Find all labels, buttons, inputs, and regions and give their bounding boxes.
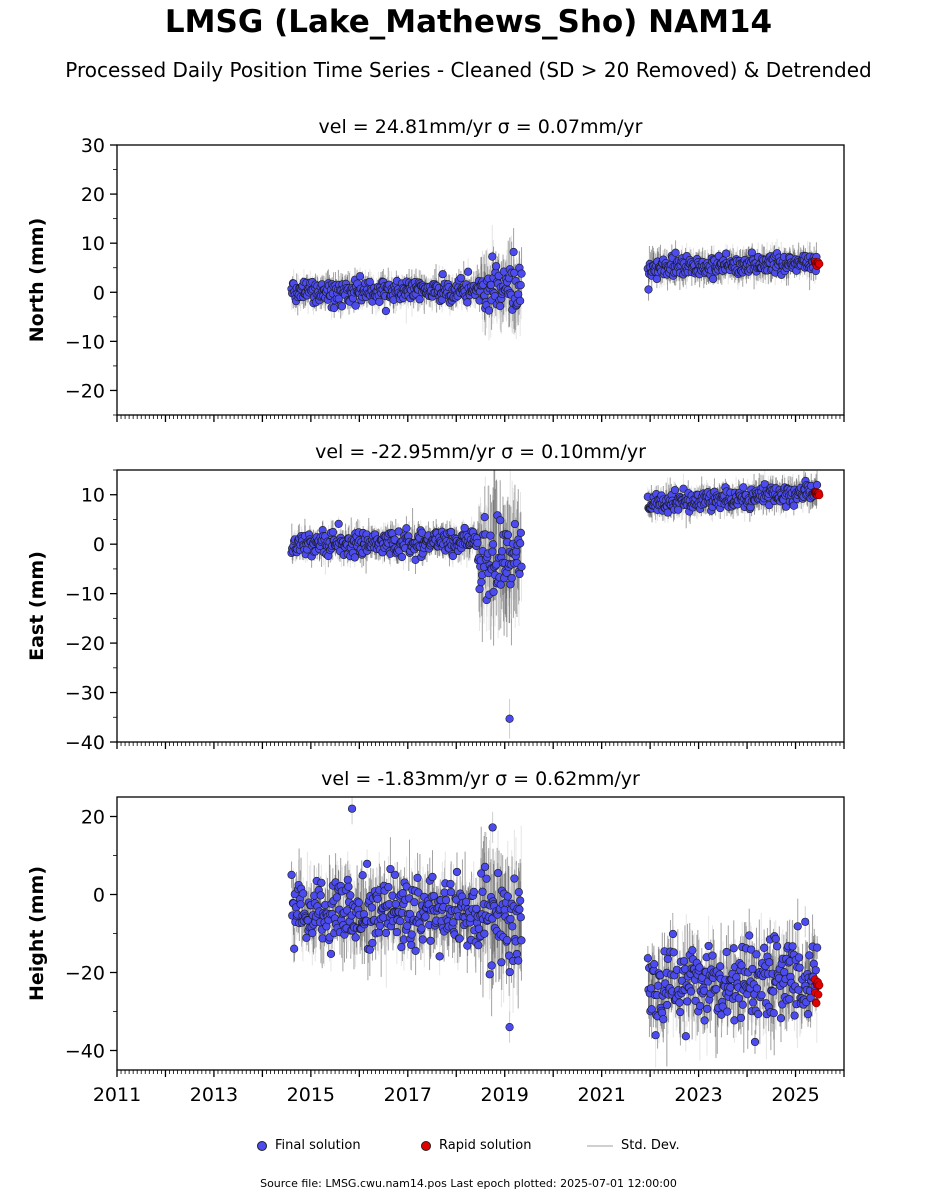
panel-1: −20 −10 0 10 20 30 vel = 24.81mm/yr σ = 0.07mm… <box>26 116 845 422</box>
y-tick-label: 10 <box>81 233 105 255</box>
final-point <box>488 547 497 556</box>
final-point <box>463 267 473 276</box>
y-tick-label: −10 <box>65 331 105 353</box>
y-tick-label: −20 <box>65 380 105 402</box>
final-point <box>709 274 718 284</box>
final-point <box>446 527 456 537</box>
final-point <box>397 552 407 562</box>
final-solution-points <box>287 476 824 723</box>
y-tick-label: −20 <box>65 633 105 655</box>
y-tick-label: 10 <box>81 485 105 507</box>
final-point <box>789 501 798 510</box>
final-point <box>475 584 484 594</box>
panel-2: −40 −30 −20 −10 0 10 vel = -22.95mm/yr σ = 0.1… <box>26 441 845 754</box>
panel-title: vel = -22.95mm/yr σ = 0.10mm/yr <box>315 441 646 463</box>
final-point <box>375 297 384 306</box>
final-solution-points <box>287 247 824 316</box>
final-point <box>351 301 360 310</box>
final-point <box>517 269 526 278</box>
final-point <box>503 530 513 539</box>
y-tick-label: 30 <box>81 135 105 157</box>
final-point <box>328 528 338 537</box>
panel-3: 2011 2013 2015 2017 2019 2021 2023 2025−40−2002… <box>26 768 845 1106</box>
final-point <box>463 298 472 307</box>
final-point <box>489 587 498 597</box>
final-point <box>652 274 661 284</box>
final-point <box>496 516 505 525</box>
final-point <box>671 248 680 257</box>
y-tick-label: 20 <box>81 184 105 206</box>
final-point <box>812 480 822 490</box>
final-point <box>517 562 526 571</box>
final-point <box>507 573 516 583</box>
final-point <box>516 296 525 306</box>
final-point <box>515 569 524 579</box>
std-dev-bars <box>291 797 818 1068</box>
final-point <box>739 483 748 492</box>
final-point <box>488 252 497 261</box>
figure-title: LMSG (Lake_Mathews_Sho) NAM14 <box>164 4 773 40</box>
final-point <box>473 538 482 548</box>
y-tick-label: −30 <box>65 683 105 705</box>
final-point <box>516 281 525 290</box>
final-point <box>381 306 391 316</box>
final-point <box>456 273 465 283</box>
final-point <box>402 524 411 533</box>
final-point <box>516 539 525 548</box>
y-tick-label: 0 <box>93 282 105 304</box>
final-point <box>448 551 458 561</box>
figure-subtitle: Processed Daily Position Time Series - C… <box>65 58 872 82</box>
final-point <box>477 577 486 587</box>
panel-title: vel = 24.81mm/yr σ = 0.07mm/yr <box>319 116 643 138</box>
y-tick-label: −10 <box>65 584 105 606</box>
final-point <box>505 714 514 723</box>
y-tick-label: −40 <box>65 732 105 754</box>
rapid-point <box>815 491 824 500</box>
final-point <box>350 553 359 562</box>
final-point <box>721 249 731 258</box>
final-point <box>497 547 507 556</box>
final-point <box>486 531 495 540</box>
final-point <box>484 306 494 315</box>
final-point <box>492 262 501 271</box>
final-point <box>495 302 505 311</box>
final-point <box>644 285 653 294</box>
final-point <box>480 513 489 522</box>
final-point <box>355 272 365 281</box>
final-point <box>488 540 498 549</box>
final-point <box>510 519 520 529</box>
final-point <box>438 270 447 279</box>
final-point <box>496 580 505 589</box>
final-point <box>460 523 469 533</box>
final-point <box>334 519 343 528</box>
final-point <box>337 302 347 311</box>
final-point <box>394 527 403 536</box>
final-point <box>509 247 518 257</box>
y-axis-label: East (mm) <box>26 551 48 661</box>
y-axis-label: North (mm) <box>26 218 48 343</box>
final-point <box>670 485 680 495</box>
final-point <box>415 295 424 304</box>
rapid-point <box>815 259 824 268</box>
y-tick-label: 0 <box>93 534 105 556</box>
time-series-chart: −20 −10 0 10 20 30 vel = 24.81mm/yr σ = 0.07mm… <box>26 116 845 1106</box>
final-point <box>516 528 525 537</box>
